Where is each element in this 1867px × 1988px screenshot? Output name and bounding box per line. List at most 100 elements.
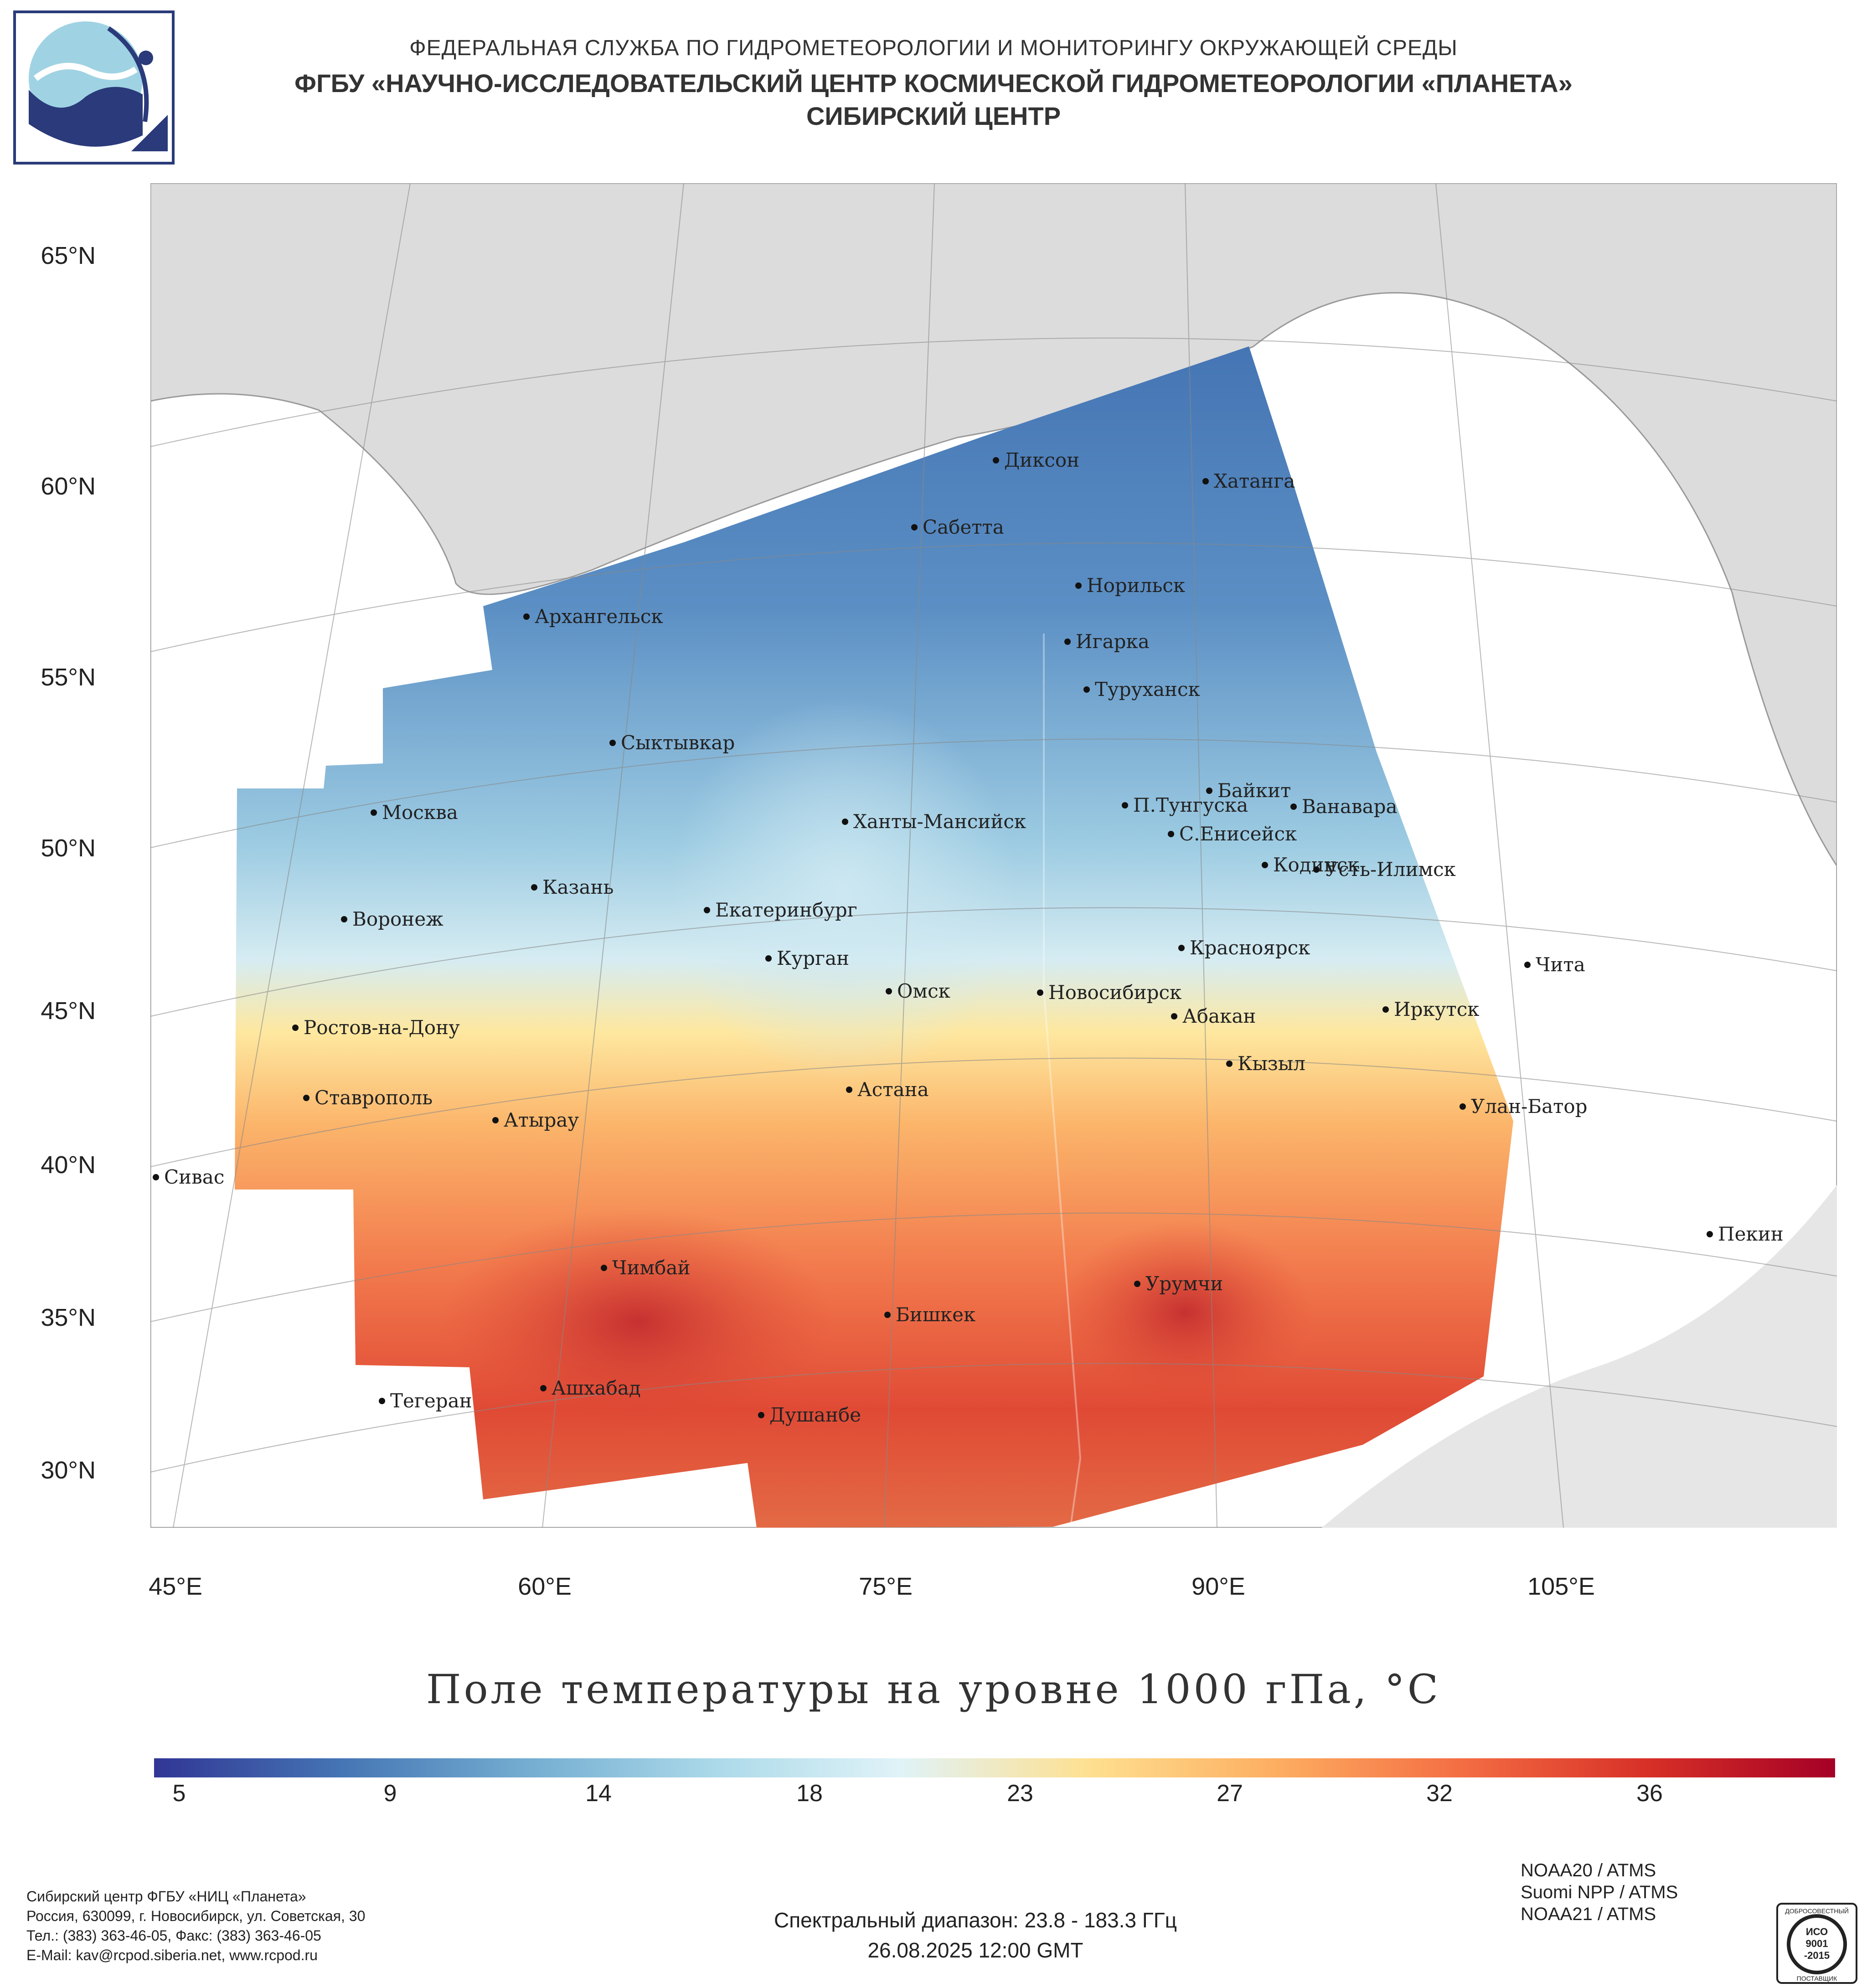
city-label: Игарка <box>1076 630 1150 653</box>
lon-label-60: 60°E <box>518 1573 572 1600</box>
city-dot <box>1262 862 1268 868</box>
city-marker: Норильск <box>1075 574 1185 597</box>
footer-organization: Сибирский центр ФГБУ «НИЦ «Планета» Росс… <box>26 1887 365 1965</box>
city-marker: Екатеринбург <box>704 899 857 921</box>
city-label: Воронеж <box>352 908 444 930</box>
city-label: Ашхабад <box>552 1377 641 1399</box>
footer-email-line: E-Mail: kav@rcpod.siberia.net, www.rcpod… <box>26 1947 318 1963</box>
iso-text-top: ДОБРОСОВЕСТНЫЙ <box>1785 1907 1849 1915</box>
city-dot <box>993 457 999 464</box>
city-dot <box>911 524 918 530</box>
city-label: Урумчи <box>1145 1272 1223 1295</box>
city-label: Ванавара <box>1302 795 1398 818</box>
city-dot <box>1226 1061 1233 1067</box>
city-dot <box>1171 1013 1177 1020</box>
colorbar-tick-27: 27 <box>1217 1780 1243 1807</box>
map-title: Поле температуры на уровне 1000 гПа, °C <box>426 1666 1441 1713</box>
city-dot <box>341 916 347 922</box>
city-dot <box>492 1117 499 1123</box>
city-label: Сивас <box>164 1166 224 1188</box>
city-marker: Душанбе <box>758 1404 861 1426</box>
iso-certification-badge: ДОБРОСОВЕСТНЫЙ ИСО 9001 -2015 ПОСТАВЩИК <box>1776 1903 1857 1984</box>
city-marker: Чимбай <box>601 1257 690 1279</box>
city-dot <box>1313 866 1320 873</box>
city-marker: Ростов-на-Дону <box>292 1016 460 1039</box>
city-dot <box>1707 1231 1713 1237</box>
lat-label-40: 40°N <box>41 1151 96 1179</box>
city-dot <box>884 1312 891 1318</box>
city-marker: Хатанга <box>1202 470 1295 492</box>
city-marker: Бишкек <box>884 1303 975 1326</box>
city-marker: П.Тунгуска <box>1122 794 1248 816</box>
city-marker: Урумчи <box>1134 1272 1223 1295</box>
city-label: Сабетта <box>923 516 1004 538</box>
header-agency: ФЕДЕРАЛЬНАЯ СЛУЖБА ПО ГИДРОМЕТЕОРОЛОГИИ … <box>409 36 1458 60</box>
city-dot <box>609 740 616 746</box>
city-label: П.Тунгуска <box>1133 794 1248 816</box>
city-label: Иркутск <box>1394 998 1479 1020</box>
iso-text-bottom: ПОСТАВЩИК <box>1797 1975 1838 1982</box>
city-dot <box>540 1385 547 1391</box>
footer-org-line: Сибирский центр ФГБУ «НИЦ «Планета» <box>26 1888 306 1905</box>
colorbar-tick-5: 5 <box>172 1780 186 1807</box>
city-marker: Игарка <box>1064 630 1150 653</box>
lat-label-55: 55°N <box>41 664 96 691</box>
city-marker: Архангельск <box>523 605 663 628</box>
city-dot <box>1178 945 1185 951</box>
city-marker: Ханты-Мансийск <box>842 810 1026 833</box>
city-marker: Пекин <box>1707 1223 1784 1245</box>
city-marker: Москва <box>371 801 458 824</box>
lat-label-60: 60°N <box>41 473 96 500</box>
city-marker: Ашхабад <box>540 1377 641 1399</box>
city-label: Москва <box>382 801 458 824</box>
city-dot <box>1064 639 1071 645</box>
city-label: Хатанга <box>1214 470 1295 492</box>
city-label: Курган <box>777 947 849 969</box>
city-label: Байкит <box>1217 779 1291 802</box>
city-dot <box>1524 962 1531 968</box>
city-dot <box>1382 1006 1389 1013</box>
city-dot <box>153 1174 159 1180</box>
city-dot <box>1122 802 1128 809</box>
city-dot <box>379 1398 385 1404</box>
city-dot <box>765 955 772 962</box>
city-label: Пекин <box>1718 1223 1784 1245</box>
city-marker: Ванавара <box>1290 795 1398 818</box>
city-dot <box>886 988 892 994</box>
instrument-line: NOAA21 / ATMS <box>1521 1904 1656 1924</box>
city-label: Диксон <box>1004 449 1079 471</box>
city-marker: Усть-Илимск <box>1313 858 1456 881</box>
city-marker: Тегеран <box>379 1390 472 1412</box>
city-label: Омск <box>897 980 950 1002</box>
colorbar-tick-23: 23 <box>1007 1780 1033 1807</box>
city-label: Тегеран <box>390 1390 472 1412</box>
city-label: Чита <box>1536 953 1585 976</box>
city-label: Астана <box>857 1078 929 1101</box>
city-dot <box>1134 1281 1140 1287</box>
lat-label-50: 50°N <box>41 834 96 862</box>
city-marker: Омск <box>886 980 950 1002</box>
header-institute: ФГБУ «НАУЧНО-ИССЛЕДОВАТЕЛЬСКИЙ ЦЕНТР КОС… <box>294 69 1573 98</box>
city-marker: Чита <box>1524 953 1585 976</box>
city-label: Ростов-на-Дону <box>304 1016 460 1039</box>
city-label: Архангельск <box>535 605 663 628</box>
city-marker: Красноярск <box>1178 937 1310 959</box>
city-label: Екатеринбург <box>715 899 857 921</box>
colorbar-tick-32: 32 <box>1426 1780 1453 1807</box>
city-dot <box>758 1412 764 1418</box>
city-dot <box>704 907 710 913</box>
city-dot <box>1460 1103 1466 1110</box>
city-label: Бишкек <box>896 1303 975 1326</box>
colorbar-tick-18: 18 <box>796 1780 823 1807</box>
city-dot <box>1037 989 1043 996</box>
city-dot <box>292 1025 299 1031</box>
city-markers: Диксон Хатанга Сабетта Норильск Архангельск И… <box>153 449 1784 1426</box>
footer-phone-line: Тел.: (383) 363-46-05, Факс: (383) 363-4… <box>26 1927 321 1944</box>
lon-label-105: 105°E <box>1527 1573 1595 1600</box>
header-center: СИБИРСКИЙ ЦЕНТР <box>806 102 1061 130</box>
planeta-logo <box>13 10 175 165</box>
city-marker: Курган <box>765 947 849 969</box>
city-label: Новосибирск <box>1048 981 1181 1004</box>
spectral-range: Спектральный диапазон: 23.8 - 183.3 ГГц <box>774 1908 1177 1932</box>
lon-label-75: 75°E <box>859 1573 913 1600</box>
